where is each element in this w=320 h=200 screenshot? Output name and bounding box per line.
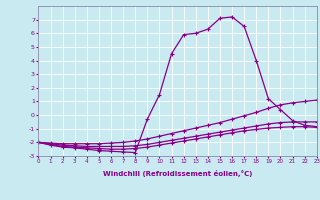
X-axis label: Windchill (Refroidissement éolien,°C): Windchill (Refroidissement éolien,°C) xyxy=(103,170,252,177)
